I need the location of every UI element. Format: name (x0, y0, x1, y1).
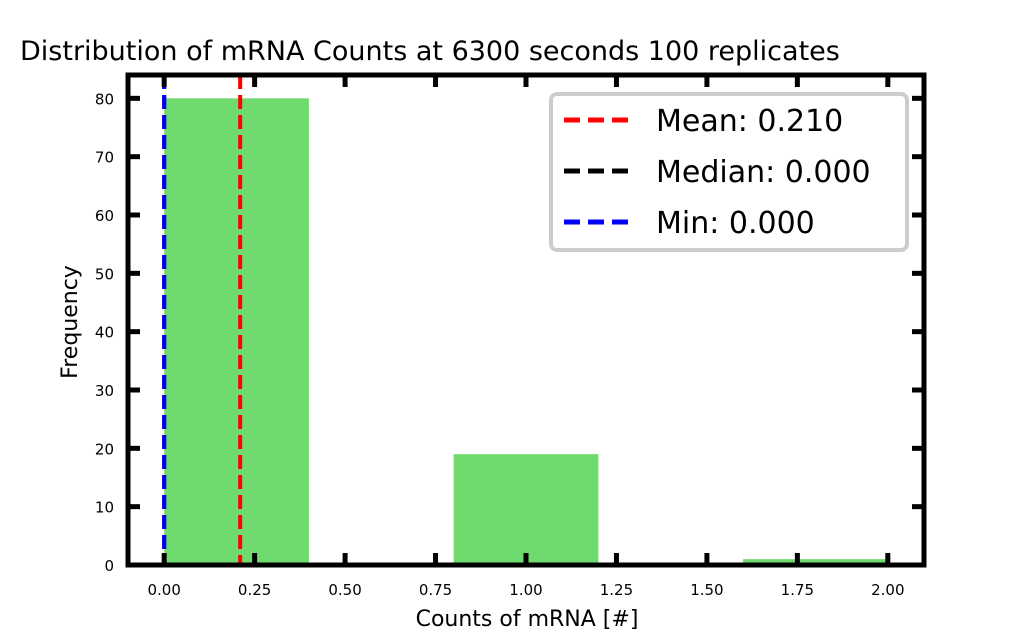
x-tick-label-3: 0.75 (419, 581, 452, 599)
y-tick-label-7: 70 (95, 149, 114, 167)
histogram-bar-0 (164, 98, 309, 565)
y-axis-label: Frequency (58, 265, 83, 379)
y-tick-label-0: 0 (104, 557, 114, 575)
y-tick-label-5: 50 (95, 265, 114, 283)
legend: Mean: 0.210 Median: 0.000 Min: 0.000 (549, 92, 909, 252)
x-tick-label-6: 1.50 (690, 581, 723, 599)
histogram-bar-2 (743, 559, 888, 565)
x-axis-label: Counts of mRNA [#] (416, 607, 639, 632)
x-tick-label-8: 2.00 (871, 581, 904, 599)
histogram-bar-1 (453, 454, 599, 565)
chart-title: Distribution of mRNA Counts at 6300 seco… (20, 36, 840, 67)
vlines-layer (162, 75, 243, 565)
y-tick-label-4: 40 (95, 324, 114, 342)
bars-layer (164, 98, 888, 565)
y-tick-label-6: 60 (95, 207, 114, 225)
y-tick-label-2: 20 (95, 440, 114, 458)
legend-label-min: Min: 0.000 (656, 206, 815, 241)
x-tick-label-7: 1.75 (781, 581, 814, 599)
ticks-layer: 0.00 0.25 0.50 0.75 1.00 1.25 1.50 1.75 2.00 0 10 2… (95, 75, 924, 599)
x-tick-label-1: 0.25 (238, 581, 271, 599)
x-tick-label-0: 0.00 (147, 581, 180, 599)
y-tick-label-3: 30 (95, 382, 114, 400)
legend-box (549, 92, 909, 252)
y-tick-label-1: 10 (95, 499, 114, 517)
x-tick-label-5: 1.25 (600, 581, 633, 599)
x-tick-label-2: 0.50 (328, 581, 361, 599)
y-tick-label-8: 80 (95, 90, 114, 108)
x-tick-label-4: 1.00 (509, 581, 542, 599)
legend-label-mean: Mean: 0.210 (656, 104, 843, 139)
legend-label-median: Median: 0.000 (656, 155, 871, 190)
